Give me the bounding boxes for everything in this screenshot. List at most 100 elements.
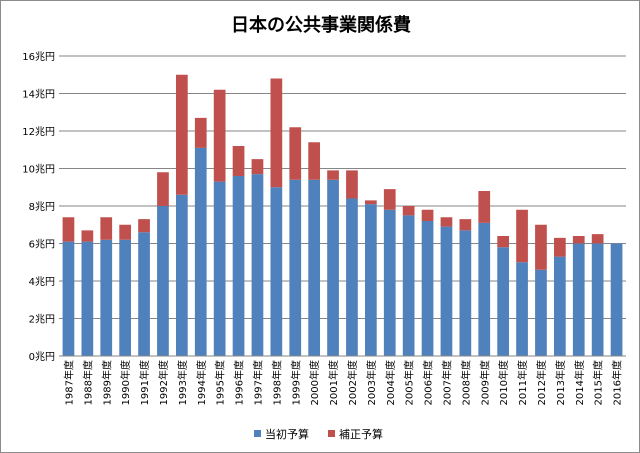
x-tick-label: 2010年度 [497,360,510,405]
x-tick-label: 2002年度 [346,360,359,405]
bar-initial-budget [308,179,321,356]
bar-supplementary-budget [194,117,207,148]
bar-supplementary-budget [346,170,358,199]
bar-supplementary-budget [421,209,434,221]
bar-supplementary-budget [478,191,491,223]
x-tick-label: 1993年度 [176,360,189,405]
bar-initial-budget [572,243,585,356]
y-tick-label: 14兆円 [22,89,55,101]
bar-supplementary-budget [591,234,604,244]
x-tick-label: 1999年度 [289,360,302,405]
x-tick-label: 1990年度 [119,360,132,405]
gridlines [59,55,626,319]
bar-supplementary-budget [572,236,585,244]
y-tick-label: 0兆円 [29,351,55,363]
y-axis-tick-labels: 0兆円 2兆円 4兆円 6兆円 8兆円 10兆円 12兆円 14兆円 16兆円 [22,51,55,363]
x-tick-label: 2003年度 [365,360,378,405]
bar-initial-budget [402,215,415,356]
x-tick-label: 1994年度 [195,360,208,405]
bar-initial-budget [251,174,264,356]
legend-swatch-initial-budget [254,430,261,437]
chart-title: 日本の公共事業関係費 [231,14,411,36]
bar-supplementary-budget [175,74,188,195]
legend-label-initial-budget: 当初予算 [265,427,309,441]
x-tick-label: 2005年度 [403,360,416,405]
x-tick-label: 1987年度 [62,360,75,405]
y-tick-label: 2兆円 [29,314,55,326]
bar-initial-budget [327,179,339,356]
x-tick-label: 1992年度 [157,360,170,405]
bar-initial-budget [383,209,396,356]
bar-initial-budget [270,187,283,356]
x-tick-label: 2011年度 [516,360,529,405]
bar-initial-budget [591,243,604,356]
bar-initial-budget [100,239,113,356]
bar-supplementary-budget [308,142,321,180]
bar-supplementary-budget [383,189,396,210]
bar-initial-budget [516,262,528,356]
bar-initial-budget [138,232,150,356]
bar-initial-budget [421,221,434,356]
y-tick-label: 10兆円 [22,164,55,176]
bar-supplementary-budget [270,78,283,188]
legend-label-supplementary-budget: 補正予算 [339,427,383,441]
bar-supplementary-budget [100,217,113,240]
legend-swatch-supplementary-budget [328,430,335,437]
bar-supplementary-budget [213,89,226,182]
bar-initial-budget [440,226,453,356]
bar-initial-budget [213,181,226,356]
x-tick-label: 2000年度 [308,360,321,405]
x-tick-label: 2015年度 [592,360,605,405]
bar-supplementary-budget [497,236,510,248]
bar-initial-budget [478,222,491,356]
x-tick-label: 2004年度 [384,360,397,405]
bar-supplementary-budget [138,219,150,233]
bar-initial-budget [175,194,188,356]
x-tick-label: 1995年度 [214,360,227,405]
x-axis-tick-labels: 1987年度 1988年度 1989年度 1990年度 1991年度 1992年度 1993… [62,360,623,405]
y-tick-label: 8兆円 [29,201,55,213]
bar-supplementary-budget [327,170,339,180]
bar-initial-budget [497,247,510,356]
bar-initial-budget [346,198,358,356]
bar-supplementary-budget [535,224,547,270]
bar-supplementary-budget [459,219,472,231]
bar-supplementary-budget [516,209,528,263]
x-tick-label: 2012年度 [535,360,548,405]
bars [62,74,623,356]
y-tick-label: 12兆円 [22,126,55,138]
x-tick-label: 2007年度 [440,360,453,405]
x-tick-label: 1988年度 [81,360,94,405]
bar-supplementary-budget [119,224,132,240]
bar-initial-budget [81,241,94,356]
x-tick-label: 2009年度 [478,360,491,405]
x-tick-label: 2008年度 [459,360,472,405]
x-tick-label: 2014年度 [573,360,586,405]
bar-supplementary-budget [62,217,75,242]
bar-supplementary-budget [157,172,169,206]
bar-initial-budget [62,241,75,356]
bar-initial-budget [289,179,302,356]
bar-initial-budget [232,176,245,356]
bar-initial-budget [194,147,207,356]
y-tick-label: 16兆円 [22,51,55,63]
bar-supplementary-budget [440,217,453,227]
x-tick-label: 1991年度 [138,360,151,405]
bar-supplementary-budget [232,146,245,176]
bar-supplementary-budget [251,159,264,175]
bar-initial-budget [459,230,472,356]
x-tick-label: 1989年度 [100,360,113,405]
bar-supplementary-budget [553,237,566,257]
x-tick-label: 2013年度 [554,360,567,405]
bar-initial-budget [553,256,566,356]
x-tick-label: 1998年度 [270,360,283,405]
bar-supplementary-budget [364,200,377,205]
x-tick-label: 1996年度 [233,360,246,405]
x-tick-label: 2006年度 [422,360,435,405]
bar-supplementary-budget [402,206,415,216]
y-tick-label: 6兆円 [29,239,55,251]
bar-supplementary-budget [81,230,94,242]
legend: 当初予算 補正予算 [254,427,383,441]
